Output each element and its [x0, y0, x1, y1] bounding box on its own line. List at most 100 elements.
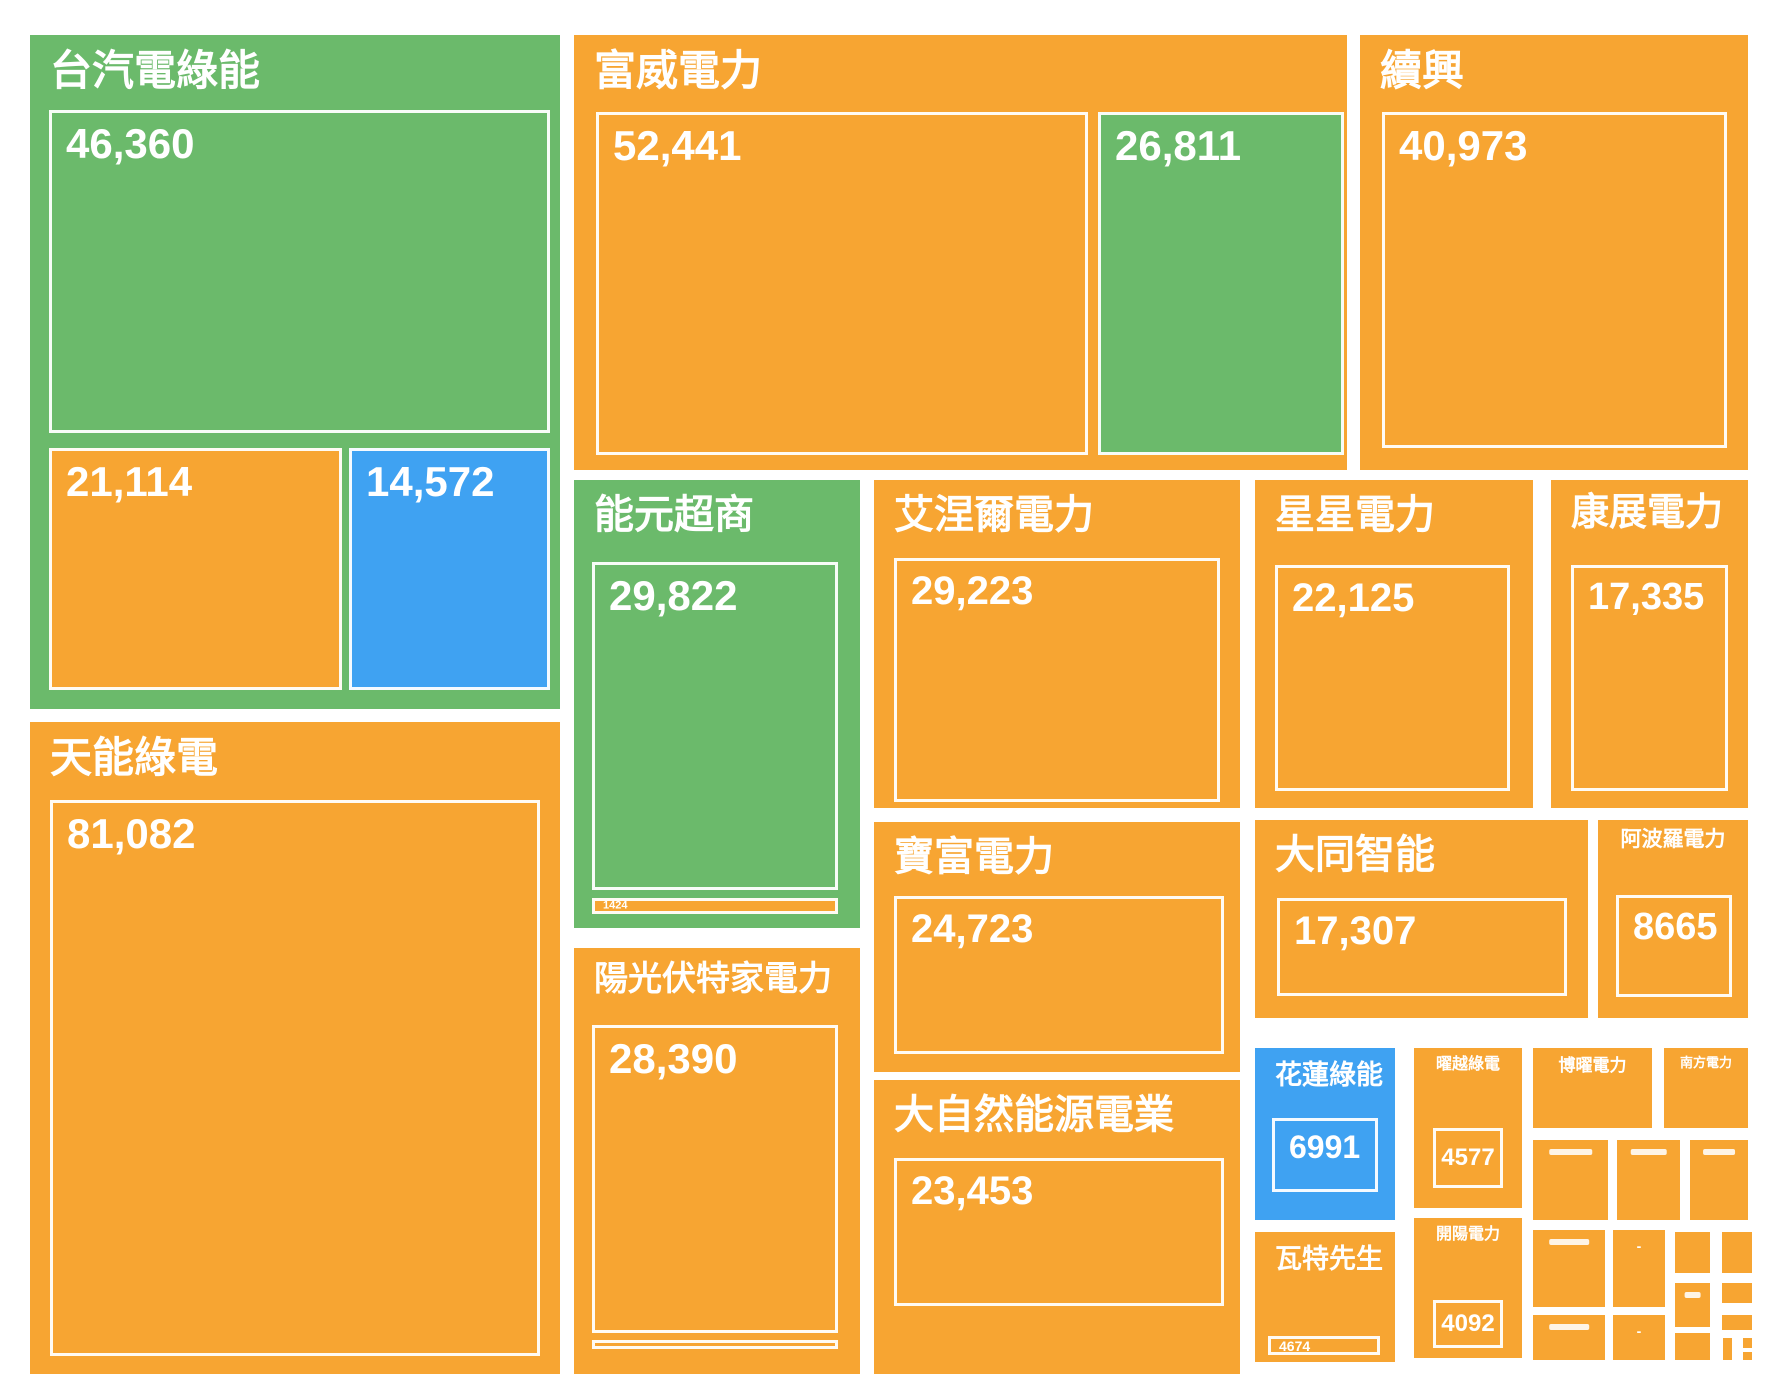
treemap-cell-v26811[interactable]: 26,811 [1098, 112, 1344, 455]
cell-value: 1424 [603, 899, 628, 912]
treemap-cell-v17335[interactable]: 17,335 [1571, 565, 1728, 791]
illegible-label [1549, 1239, 1589, 1245]
group-label: 康展電力 [1571, 492, 1724, 534]
treemap-cell-v22125[interactable]: 22,125 [1275, 565, 1510, 791]
group-label: 天能綠電 [50, 734, 219, 781]
cell-value: 40,973 [1399, 122, 1528, 169]
illegible-label [1548, 1149, 1593, 1155]
group-label: 大自然能源電業 [894, 1093, 1174, 1137]
treemap-cell-v46360[interactable]: 46,360 [49, 110, 550, 433]
treemap-group-t10[interactable] [1722, 1315, 1752, 1330]
group-label: 續興 [1380, 47, 1465, 94]
treemap-group-t13[interactable] [1675, 1333, 1710, 1360]
treemap-cell-v6991[interactable]: 6991 [1272, 1118, 1378, 1192]
treemap-cell-v4674[interactable]: 4674 [1268, 1336, 1380, 1355]
treemap-group-apollo[interactable]: 阿波羅電力 8665 [1598, 820, 1748, 1018]
group-label: 南方電力 [1679, 1055, 1733, 1070]
treemap-group-kaiyang[interactable]: 開陽電力 4092 [1414, 1218, 1522, 1358]
cell-value: 4674 [1279, 1337, 1311, 1354]
group-label: 花蓮綠能 [1275, 1060, 1383, 1090]
treemap-group-watt[interactable]: 瓦特先生 4674 [1255, 1232, 1395, 1362]
group-label: 阿波羅電力 [1620, 828, 1726, 851]
cell-value: 52,441 [613, 122, 742, 169]
treemap-cell-sliver[interactable] [592, 1340, 838, 1349]
treemap-group-t7[interactable] [1722, 1232, 1752, 1273]
treemap-cell-v17307[interactable]: 17,307 [1277, 898, 1567, 996]
treemap-group-t15[interactable] [1743, 1338, 1752, 1348]
group-label: 艾涅爾電力 [894, 493, 1094, 537]
treemap-group-kangzhan[interactable]: 康展電力 17,335 [1551, 480, 1748, 808]
cell-value: 81,082 [67, 810, 196, 857]
group-label: 台汽電綠能 [50, 47, 261, 94]
group-label: - [1636, 1238, 1642, 1254]
treemap-group-t12[interactable]: - [1613, 1315, 1665, 1360]
group-label: 星星電力 [1275, 493, 1435, 537]
treemap-group-t16[interactable] [1743, 1352, 1752, 1360]
treemap-group-t11[interactable] [1533, 1315, 1605, 1360]
cell-value: 26,811 [1115, 122, 1242, 169]
treemap-group-daziran[interactable]: 大自然能源電業 23,453 [874, 1080, 1240, 1374]
group-label: 寶富電力 [894, 835, 1054, 879]
treemap-cell-v40973[interactable]: 40,973 [1382, 112, 1727, 448]
cell-value: 17,335 [1588, 576, 1705, 618]
treemap-group-t3[interactable] [1690, 1140, 1748, 1220]
treemap-group-t1[interactable] [1533, 1140, 1608, 1220]
treemap-cell-v29223[interactable]: 29,223 [894, 558, 1220, 802]
treemap-group-taiqidian[interactable]: 台汽電綠能 46,360 21,114 14,572 [30, 35, 560, 709]
treemap-group-yangguang[interactable]: 陽光伏特家電力 28,390 [574, 948, 860, 1374]
group-label: 富威電力 [594, 47, 763, 94]
treemap-group-boyao[interactable]: 博曜電力 [1533, 1048, 1652, 1128]
illegible-label [1684, 1292, 1701, 1298]
cell-value: 8665 [1633, 906, 1718, 948]
treemap-group-t6[interactable] [1675, 1232, 1710, 1273]
treemap-group-hualien[interactable]: 花蓮綠能 6991 [1255, 1048, 1395, 1220]
treemap-group-xuxing[interactable]: 續興 40,973 [1360, 35, 1748, 470]
treemap-cell-v14572[interactable]: 14,572 [349, 448, 550, 690]
treemap-group-t8[interactable] [1675, 1283, 1710, 1327]
cell-value: 22,125 [1292, 576, 1415, 620]
treemap-group-nengyuan[interactable]: 能元超商 29,822 1424 [574, 480, 860, 928]
treemap-group-t14[interactable] [1723, 1338, 1732, 1360]
treemap-cell-v28390[interactable]: 28,390 [592, 1025, 838, 1333]
cell-value: 14,572 [366, 458, 495, 505]
illegible-label [1703, 1149, 1735, 1155]
treemap-group-xingxing[interactable]: 星星電力 22,125 [1255, 480, 1533, 808]
cell-value: 24,723 [911, 907, 1034, 951]
treemap-group-t4[interactable] [1533, 1230, 1605, 1307]
treemap-group-t2[interactable] [1617, 1140, 1680, 1220]
treemap-cell-v4092[interactable]: 4092 [1433, 1300, 1503, 1348]
cell-value: 21,114 [66, 458, 193, 505]
group-label: 陽光伏特家電力 [594, 960, 832, 998]
treemap-group-tianneng[interactable]: 天能綠電 81,082 [30, 722, 560, 1374]
treemap-group-ainieer[interactable]: 艾涅爾電力 29,223 [874, 480, 1240, 808]
treemap-cell-v81082[interactable]: 81,082 [50, 800, 540, 1356]
treemap-cell-v4577[interactable]: 4577 [1433, 1128, 1503, 1188]
treemap-cell-v1424[interactable]: 1424 [592, 898, 838, 914]
cell-value: 17,307 [1294, 909, 1417, 953]
treemap-cell-v8665[interactable]: 8665 [1616, 895, 1732, 997]
treemap-cell-v21114[interactable]: 21,114 [49, 448, 342, 690]
treemap-cell-v23453[interactable]: 23,453 [894, 1158, 1224, 1306]
treemap-group-fuwei[interactable]: 富威電力 52,441 26,811 [574, 35, 1347, 470]
cell-value: 4577 [1441, 1144, 1495, 1171]
treemap-cell-v24723[interactable]: 24,723 [894, 896, 1224, 1054]
cell-value: 28,390 [609, 1035, 738, 1082]
treemap-group-yaoyue[interactable]: 曜越綠電 4577 [1414, 1048, 1522, 1208]
treemap-group-t9[interactable] [1722, 1283, 1752, 1303]
cell-value: 6991 [1289, 1129, 1361, 1165]
treemap-group-t5[interactable]: - [1613, 1230, 1665, 1307]
treemap-cell-v29822[interactable]: 29,822 [592, 562, 838, 890]
group-label: 博曜電力 [1558, 1056, 1627, 1075]
group-label: 瓦特先生 [1275, 1244, 1383, 1274]
treemap-group-nanfang[interactable]: 南方電力 [1664, 1048, 1748, 1128]
cell-value: 29,223 [911, 569, 1034, 613]
illegible-label [1549, 1324, 1589, 1330]
treemap-group-baofu[interactable]: 寶富電力 24,723 [874, 822, 1240, 1072]
group-label: 能元超商 [594, 493, 754, 537]
group-label: 大同智能 [1275, 833, 1435, 877]
treemap-group-datong[interactable]: 大同智能 17,307 [1255, 820, 1588, 1018]
treemap-cell-v52441[interactable]: 52,441 [596, 112, 1088, 455]
cell-value: 46,360 [66, 120, 195, 167]
group-label: 曜越綠電 [1435, 1056, 1501, 1073]
